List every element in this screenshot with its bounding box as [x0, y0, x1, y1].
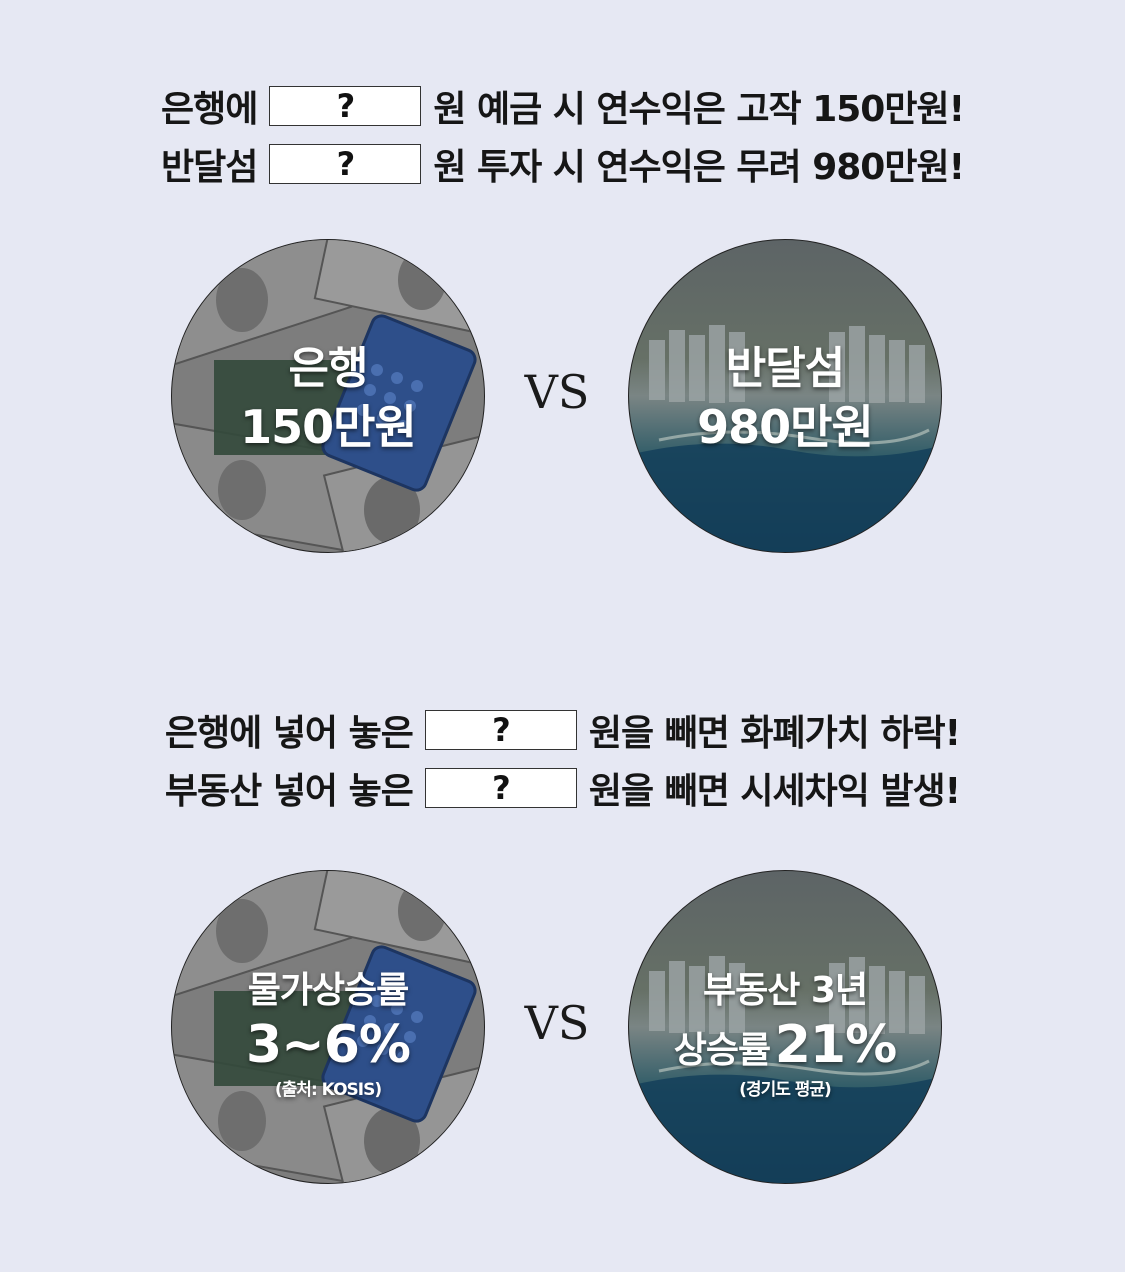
headline-1-before: 은행에: [160, 89, 258, 130]
inflation-circle: 물가상승률 3~6% (출처: KOSIS): [171, 870, 485, 1184]
headline-line-1: 은행에 ? 원 예금 시 연수익은 고작 150만원!: [0, 78, 1125, 134]
vs-label: VS: [524, 996, 590, 1050]
bandalseom-circle: 반달섬 980만원: [628, 239, 942, 553]
question-box: ?: [424, 768, 577, 808]
headline-3-after: 원을 빼면 화폐가치 하락!: [588, 713, 961, 754]
question-box: ?: [269, 144, 422, 184]
bank-circle: 은행 150만원: [171, 239, 485, 553]
headline-line-3: 은행에 넣어 놓은 ? 원을 빼면 화폐가치 하락!: [0, 702, 1125, 758]
question-box: ?: [269, 86, 422, 126]
question-box: ?: [424, 710, 577, 750]
headline-4-before: 부동산 넣어 놓은: [164, 771, 414, 812]
bandalseom-circle-label: 반달섬: [725, 343, 845, 394]
inflation-source-note: (출처: KOSIS): [274, 1080, 382, 1100]
bandalseom-circle-value: 980만원: [697, 400, 874, 454]
vs-label: VS: [524, 365, 590, 419]
realestate-rate-prefix: 상승률: [673, 1030, 771, 1071]
realestate-source-note: (경기도 평균): [739, 1080, 832, 1100]
bank-circle-value: 150만원: [240, 400, 417, 454]
bank-circle-label: 은행: [288, 343, 369, 394]
headline-2-before: 반달섬: [160, 147, 258, 188]
headline-4-after: 원을 빼면 시세차익 발생!: [588, 771, 961, 812]
money-background-image: [172, 871, 484, 1183]
headline-3-before: 은행에 넣어 놓은: [164, 713, 414, 754]
city-background-image: [629, 325, 941, 552]
city-background-image: [629, 956, 941, 1183]
headline-line-4: 부동산 넣어 놓은 ? 원을 빼면 시세차익 발생!: [0, 760, 1125, 816]
headline-2-after: 원 투자 시 연수익은 무려 980만원!: [433, 147, 965, 188]
realestate-circle-label: 부동산 3년: [702, 970, 868, 1011]
realestate-circle: 부동산 3년 상승률 21% (경기도 평균): [628, 870, 942, 1184]
realestate-rate-value: 21%: [774, 1015, 897, 1075]
headline-line-2: 반달섬 ? 원 투자 시 연수익은 무려 980만원!: [0, 136, 1125, 192]
money-background-image: [172, 240, 484, 552]
headline-1-after: 원 예금 시 연수익은 고작 150만원!: [433, 89, 965, 130]
inflation-circle-value: 3~6%: [245, 1015, 411, 1075]
realestate-circle-value: 상승률 21%: [629, 1015, 941, 1087]
inflation-circle-label: 물가상승률: [247, 970, 410, 1011]
